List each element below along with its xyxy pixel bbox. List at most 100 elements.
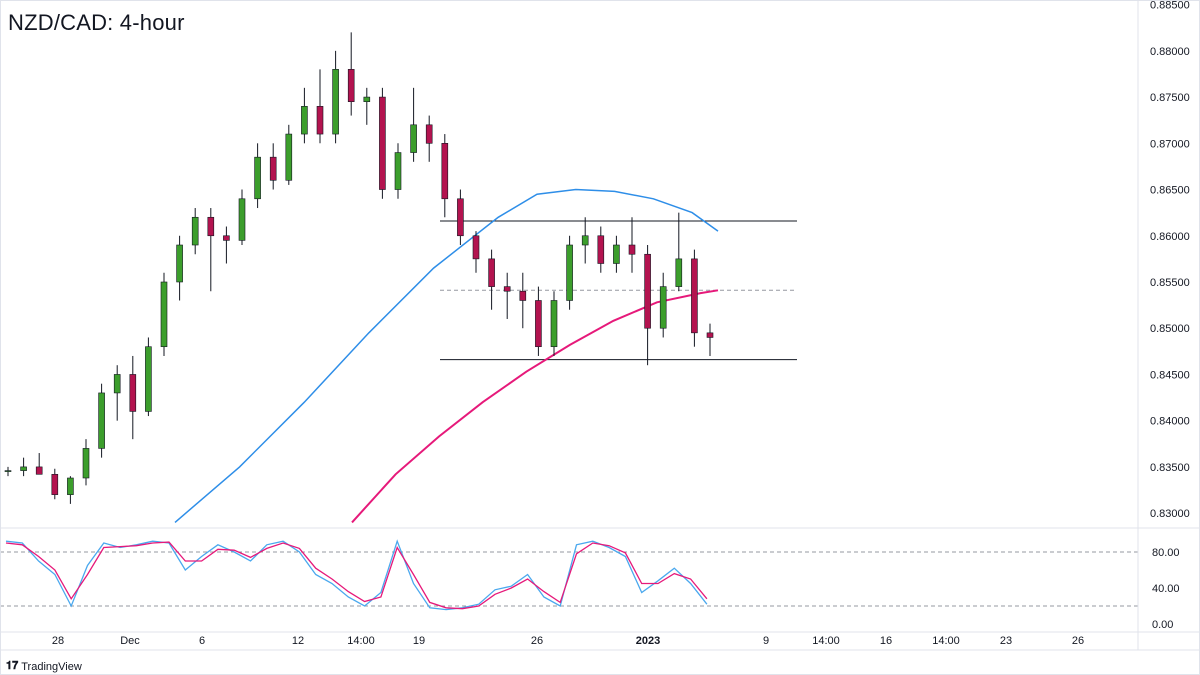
- time-tick-label: 16: [880, 635, 892, 647]
- candle-body: [207, 216, 215, 237]
- candle: [550, 291, 558, 356]
- candle-body: [285, 133, 293, 181]
- candle: [488, 249, 495, 310]
- candle-body: [628, 244, 636, 255]
- candle-body: [425, 124, 433, 144]
- price-tick-label: 0.84500: [1150, 369, 1190, 381]
- tradingview-branding: 𝟏𝟕 TradingView: [6, 660, 82, 673]
- candle-body: [613, 244, 620, 264]
- candle: [238, 189, 246, 246]
- candle: [269, 143, 277, 190]
- candle: [20, 457, 27, 477]
- price-tick-label: 0.83500: [1150, 462, 1190, 474]
- time-tick-label: 12: [292, 635, 304, 647]
- time-tick-label: 23: [1000, 635, 1012, 647]
- candle-body: [472, 235, 480, 260]
- candle-body: [644, 253, 651, 329]
- time-tick-label: Dec: [120, 635, 140, 647]
- price-tick-label: 0.83000: [1150, 508, 1190, 520]
- candle: [503, 272, 511, 319]
- time-tick-label: 14:00: [812, 635, 840, 647]
- price-tick-label: 0.87000: [1150, 138, 1190, 150]
- candle: [425, 115, 433, 162]
- candle: [207, 208, 215, 292]
- candle-body: [176, 244, 183, 283]
- candle: [347, 32, 355, 116]
- candle: [597, 226, 605, 273]
- candle: [410, 87, 417, 162]
- candle: [659, 272, 667, 338]
- candle-body: [519, 290, 527, 301]
- candle-body: [675, 258, 683, 287]
- candle: [145, 337, 152, 417]
- candle: [254, 143, 261, 209]
- time-tick-label: 26: [531, 635, 543, 647]
- candle-body: [51, 473, 59, 495]
- candle-body: [488, 258, 495, 287]
- moving-average-fast: [174, 188, 719, 523]
- candle: [301, 87, 308, 144]
- candle-body: [223, 235, 230, 241]
- candle: [628, 217, 636, 273]
- candle-body: [332, 69, 339, 135]
- candle-body: [35, 466, 43, 475]
- price-pane: [4, 32, 797, 524]
- candle-body: [363, 96, 371, 103]
- candle-body: [581, 235, 589, 246]
- branding-label: TradingView: [21, 660, 82, 673]
- price-tick-label: 0.85500: [1150, 277, 1190, 289]
- candle: [472, 231, 480, 273]
- candle-body: [347, 69, 355, 103]
- candle: [394, 143, 402, 199]
- candle-body: [441, 143, 449, 200]
- candle: [706, 323, 714, 356]
- candle: [82, 439, 90, 486]
- candle-body: [457, 198, 464, 237]
- candle: [191, 208, 199, 255]
- price-tick-label: 0.87500: [1150, 92, 1190, 104]
- stoch-tick-label: 0.00: [1152, 619, 1173, 631]
- tradingview-logo-icon: 𝟏𝟕: [6, 660, 19, 672]
- candle: [332, 50, 339, 144]
- stoch-d-line: [5, 541, 708, 610]
- price-tick-label: 0.85000: [1150, 323, 1190, 335]
- price-tick-label: 0.86000: [1150, 231, 1190, 243]
- candle: [98, 383, 105, 458]
- candle-body: [67, 477, 74, 495]
- candle-body: [706, 332, 714, 338]
- candle-body: [597, 235, 605, 264]
- candle: [35, 453, 43, 475]
- candle: [535, 286, 542, 356]
- candle-body: [550, 300, 558, 348]
- candle: [285, 124, 293, 185]
- candle-body: [535, 300, 542, 348]
- candle: [113, 365, 121, 421]
- stoch-tick-label: 40.00: [1152, 583, 1180, 595]
- candle-body: [316, 106, 324, 135]
- price-tick-label: 0.84000: [1150, 416, 1190, 428]
- candle: [176, 235, 183, 301]
- price-tick-label: 0.88500: [1150, 0, 1190, 12]
- candle-body: [379, 96, 386, 190]
- candle-body: [410, 124, 417, 153]
- candle: [4, 466, 12, 477]
- time-tick-label: 14:00: [932, 635, 960, 647]
- candle: [519, 272, 527, 329]
- time-tick-label: 14:00: [347, 635, 375, 647]
- time-tick-label: 2023: [636, 635, 660, 647]
- candle: [441, 134, 449, 218]
- candle: [363, 87, 371, 125]
- moving-average-slow: [351, 289, 719, 524]
- stoch-k-line: [5, 539, 708, 611]
- time-tick-label: 6: [199, 635, 205, 647]
- price-tick-label: 0.86500: [1150, 185, 1190, 197]
- time-tick-label: 9: [763, 635, 769, 647]
- candle-body: [503, 286, 511, 292]
- chart-title: NZD/CAD: 4-hour: [8, 10, 185, 35]
- time-tick-label: 26: [1072, 635, 1084, 647]
- candle: [675, 212, 683, 292]
- candle-body: [566, 244, 573, 301]
- candle-body: [113, 374, 121, 394]
